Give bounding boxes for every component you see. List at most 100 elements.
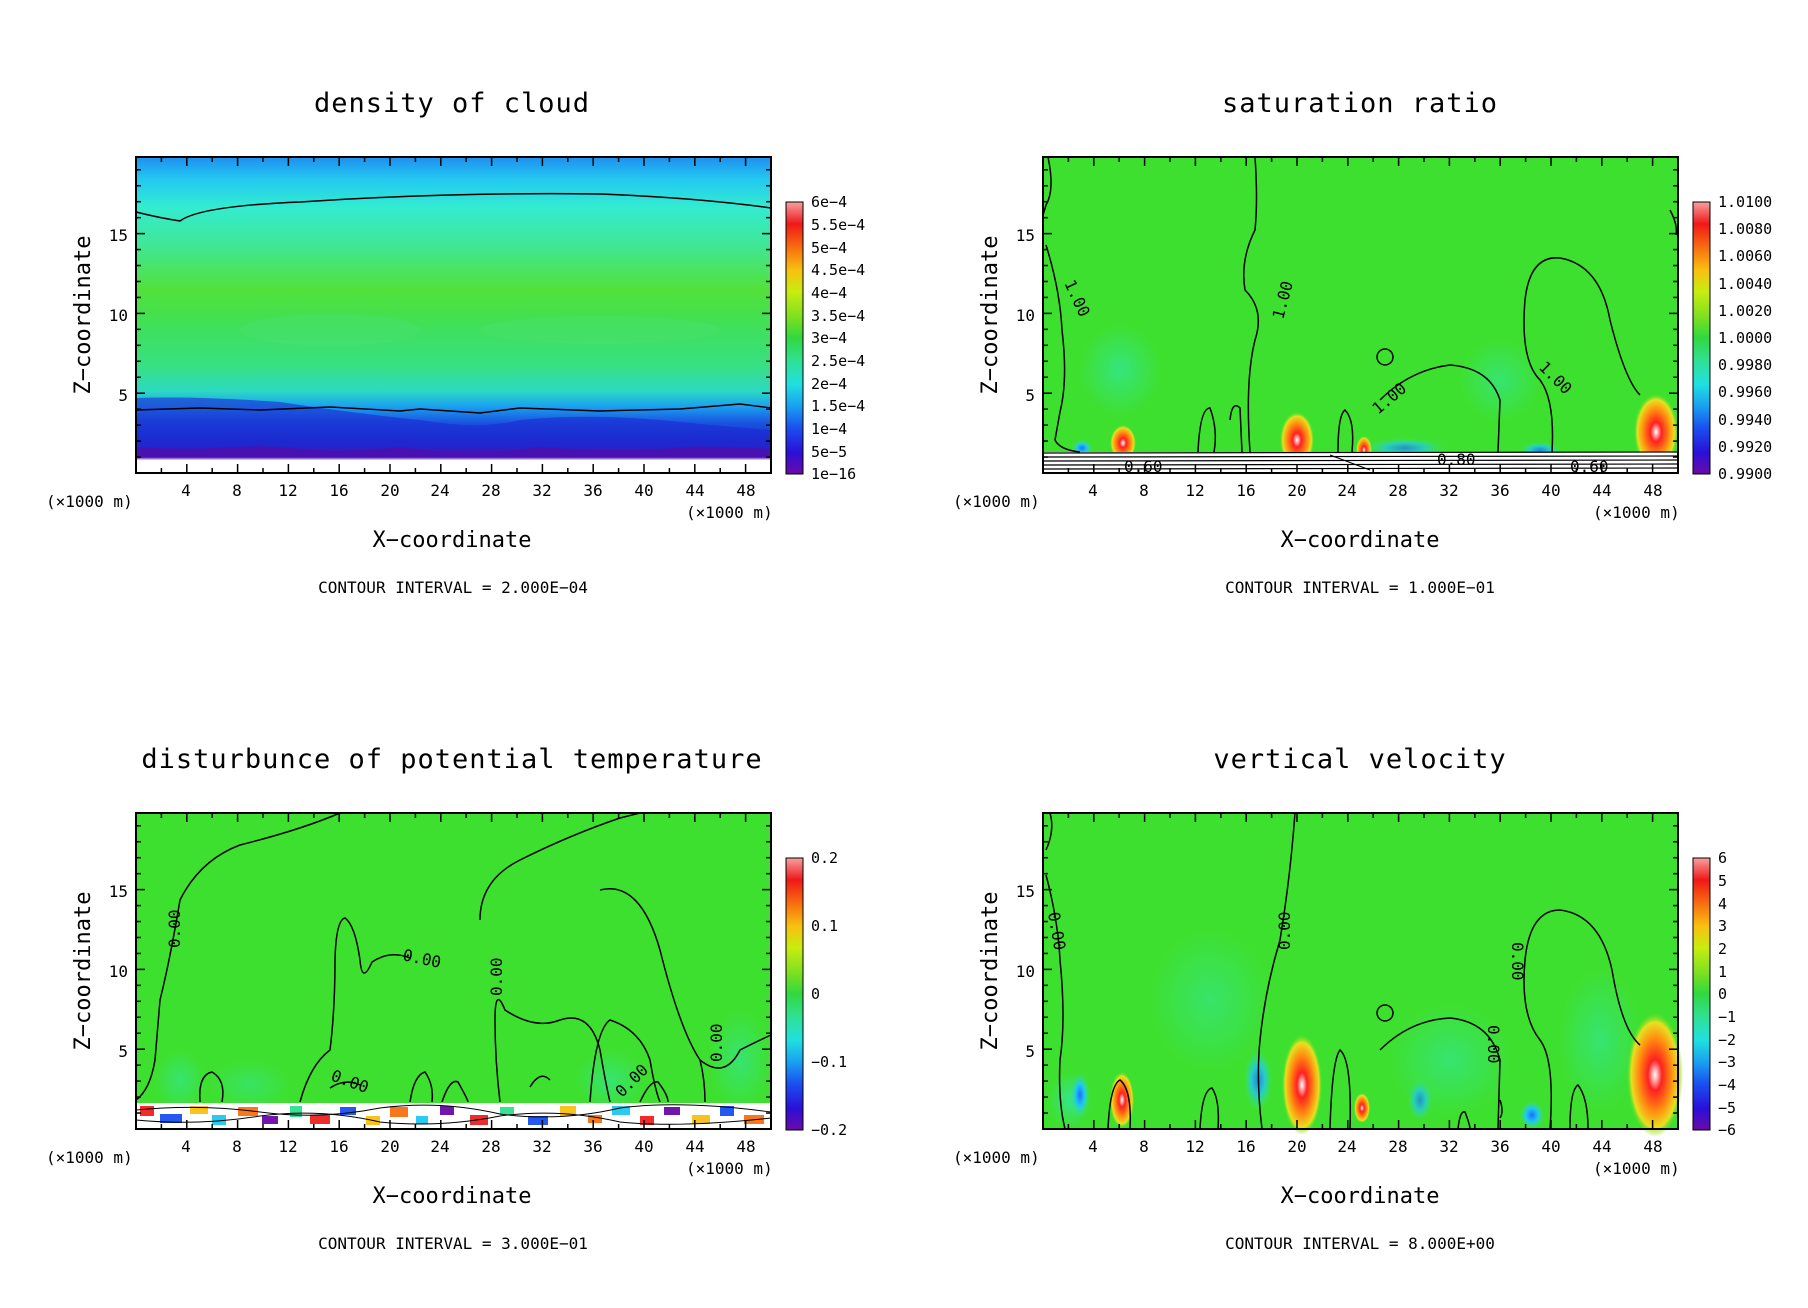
colorbar-label: 1e−16 bbox=[811, 465, 856, 483]
z-tick-label: 10 bbox=[109, 306, 128, 325]
colorbar-label: 1.0080 bbox=[1718, 220, 1772, 238]
x-tick-label: 48 bbox=[1643, 481, 1662, 500]
x-axis-title: X−coordinate bbox=[373, 1184, 532, 1209]
x-tick-label: 8 bbox=[1139, 481, 1149, 500]
colorbar: 6 5 4 3 2 1 0 −1 −2 −3 −4 −5 −6 bbox=[1692, 849, 1736, 1139]
z-tick-label: 15 bbox=[109, 226, 128, 245]
x-axis: 4 8 12 16 20 24 28 32 36 40 44 48 bbox=[181, 481, 755, 500]
colorbar: 0.2 0.1 0 −0.1 −0.2 bbox=[785, 849, 847, 1139]
x-tick-label: 20 bbox=[380, 481, 399, 500]
x-tick-label: 36 bbox=[583, 1137, 602, 1156]
x-tick-label: 48 bbox=[736, 481, 755, 500]
x-tick-label: 12 bbox=[278, 481, 297, 500]
x-axis-title: X−coordinate bbox=[373, 528, 532, 553]
x-tick-label: 20 bbox=[1287, 481, 1306, 500]
tick-marks bbox=[1043, 157, 1678, 473]
z-tick-label: 5 bbox=[1025, 386, 1035, 405]
x-tick-label: 32 bbox=[532, 1137, 551, 1156]
colorbar-label: 6 bbox=[1718, 849, 1727, 867]
x-tick-label: 20 bbox=[380, 1137, 399, 1156]
colorbar-label: 2 bbox=[1718, 940, 1727, 958]
x-tick-label: 28 bbox=[481, 481, 500, 500]
contour-interval: CONTOUR INTERVAL = 3.000E−01 bbox=[318, 1234, 588, 1253]
colorbar-label: 1.0100 bbox=[1718, 193, 1772, 211]
panel-vertical-velocity: vertical velocity bbox=[953, 744, 1736, 1253]
colorbar-label: 6e−4 bbox=[811, 193, 847, 211]
contour-label: 0.60 bbox=[1570, 457, 1609, 476]
colorbar-label: 1.0000 bbox=[1718, 329, 1772, 347]
colorbar-label: −5 bbox=[1718, 1099, 1736, 1117]
x-tick-label: 8 bbox=[1139, 1137, 1149, 1156]
x-tick-label: 24 bbox=[1337, 1137, 1356, 1156]
colorbar-label: 0.9900 bbox=[1718, 465, 1772, 483]
colorbar-label: 0.2 bbox=[811, 849, 838, 867]
contour-label: 0.00 bbox=[1484, 1025, 1503, 1064]
colorbar-label: −0.1 bbox=[811, 1053, 847, 1071]
z-tick-label: 15 bbox=[109, 882, 128, 901]
contour-label: 0.00 bbox=[707, 1023, 726, 1062]
z-tick-label: 10 bbox=[1016, 306, 1035, 325]
colorbar: 1.0100 1.0080 1.0060 1.0040 1.0020 1.000… bbox=[1692, 193, 1772, 483]
x-tick-label: 24 bbox=[430, 1137, 449, 1156]
x-tick-label: 44 bbox=[1592, 1137, 1611, 1156]
z-unit-label: (×1000 m) bbox=[46, 492, 133, 511]
x-tick-label: 40 bbox=[634, 1137, 653, 1156]
x-tick-label: 40 bbox=[1541, 481, 1560, 500]
contour-interval: CONTOUR INTERVAL = 1.000E−01 bbox=[1225, 578, 1495, 597]
x-tick-label: 44 bbox=[685, 481, 704, 500]
colorbar-label: 1.0020 bbox=[1718, 302, 1772, 320]
x-tick-label: 4 bbox=[181, 481, 191, 500]
colorbar-label: 3 bbox=[1718, 917, 1727, 935]
colorbar-label: 4 bbox=[1718, 895, 1727, 913]
colorbar-label: −1 bbox=[1718, 1008, 1736, 1026]
z-axis-title: Z−coordinate bbox=[978, 892, 1003, 1051]
heatmap-field: 0.00 0.00 0.00 0.00 0.00 0.00 bbox=[135, 812, 772, 1129]
colorbar-label: 5.5e−4 bbox=[811, 216, 865, 234]
colorbar-label: 0.9980 bbox=[1718, 356, 1772, 374]
panel-title: disturbunce of potential temperature bbox=[141, 744, 762, 775]
z-tick-label: 10 bbox=[109, 962, 128, 981]
panel-title: density of cloud bbox=[314, 88, 590, 119]
contour-label: 0.80 bbox=[1437, 450, 1476, 469]
x-axis-title: X−coordinate bbox=[1281, 1184, 1440, 1209]
x-axis-title: X−coordinate bbox=[1281, 528, 1440, 553]
plot-frame bbox=[135, 156, 772, 474]
tick-marks bbox=[136, 813, 771, 1129]
colorbar-label: 0.9960 bbox=[1718, 383, 1772, 401]
x-unit-label: (×1000 m) bbox=[686, 1159, 773, 1178]
z-tick-label: 15 bbox=[1016, 882, 1035, 901]
tick-marks bbox=[136, 157, 771, 473]
contour-interval: CONTOUR INTERVAL = 8.000E+00 bbox=[1225, 1234, 1495, 1253]
x-tick-label: 24 bbox=[1337, 481, 1356, 500]
contour-label: 0.60 bbox=[1124, 457, 1163, 476]
panel-saturation: saturation ratio bbox=[953, 88, 1772, 597]
colorbar-label: 1e−4 bbox=[811, 420, 847, 438]
z-tick-label: 5 bbox=[1025, 1042, 1035, 1061]
z-tick-label: 5 bbox=[118, 1042, 128, 1061]
colorbar-label: 1.0040 bbox=[1718, 275, 1772, 293]
colorbar-label: −0.2 bbox=[811, 1121, 847, 1139]
heatmap-field: 0.00 0.00 0.00 0.00 bbox=[1043, 812, 1683, 1137]
heatmap-field bbox=[135, 157, 772, 473]
x-tick-label: 36 bbox=[583, 481, 602, 500]
z-axis-title: Z−coordinate bbox=[71, 892, 96, 1051]
colorbar-label: 1.0060 bbox=[1718, 247, 1772, 265]
z-tick-label: 10 bbox=[1016, 962, 1035, 981]
z-unit-label: (×1000 m) bbox=[46, 1148, 133, 1167]
z-axis-title: Z−coordinate bbox=[978, 236, 1003, 395]
x-tick-label: 28 bbox=[1388, 481, 1407, 500]
x-tick-label: 32 bbox=[532, 481, 551, 500]
plot-frame bbox=[1042, 156, 1679, 474]
colorbar-label: −3 bbox=[1718, 1053, 1736, 1071]
colorbar-label: 4e−4 bbox=[811, 284, 847, 302]
colorbar-label: 0 bbox=[811, 985, 820, 1003]
x-tick-label: 24 bbox=[430, 481, 449, 500]
x-tick-label: 12 bbox=[1185, 1137, 1204, 1156]
colorbar-label: −4 bbox=[1718, 1076, 1736, 1094]
z-axis: 5 10 15 bbox=[1016, 226, 1035, 405]
colorbar-label: 1.5e−4 bbox=[811, 397, 865, 415]
colorbar-label: 2e−4 bbox=[811, 375, 847, 393]
x-tick-label: 28 bbox=[481, 1137, 500, 1156]
x-tick-label: 12 bbox=[278, 1137, 297, 1156]
colorbar-label: 5e−5 bbox=[811, 443, 847, 461]
